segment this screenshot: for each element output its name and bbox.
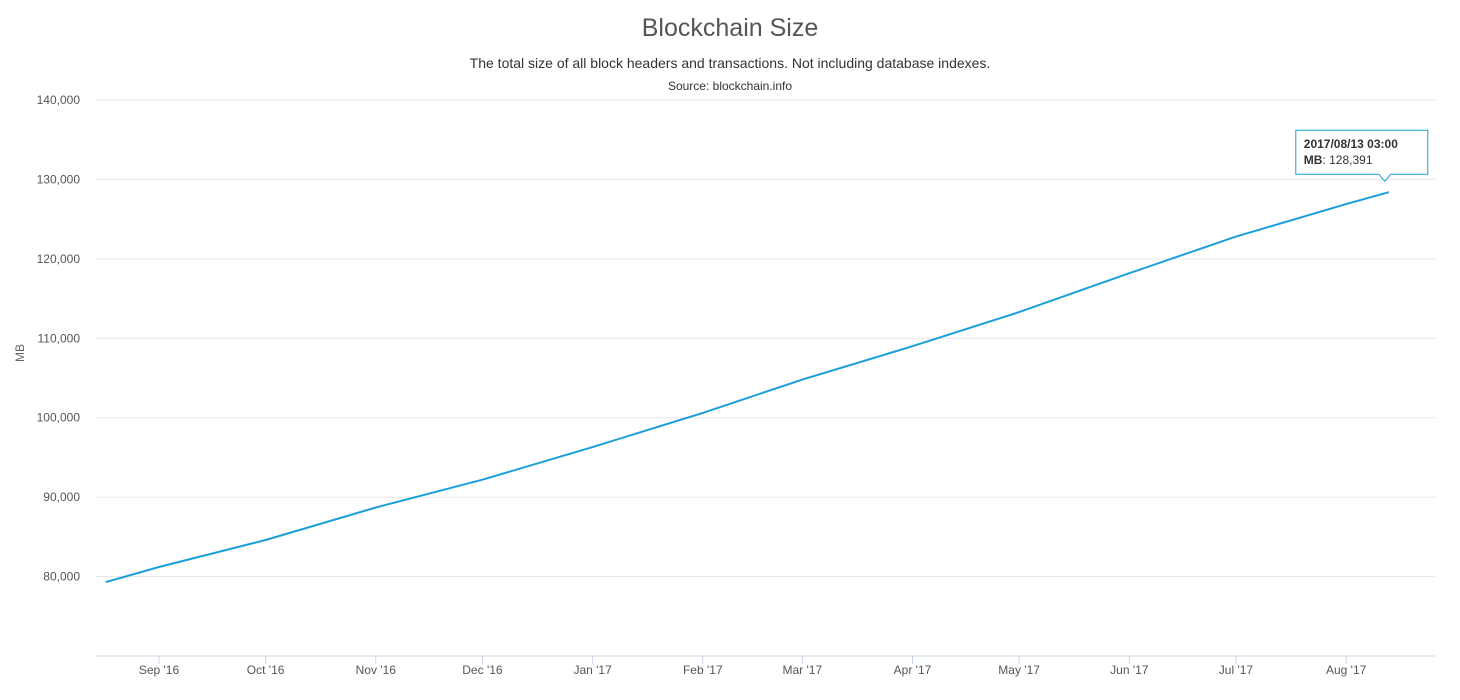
y-tick-label: 140,000	[37, 93, 81, 107]
y-tick-label: 100,000	[37, 411, 81, 425]
x-tick-label: Sep '16	[139, 663, 180, 677]
x-tick-label: Apr '17	[894, 663, 932, 677]
x-tick-label: Aug '17	[1326, 663, 1367, 677]
y-axis-title: MB	[13, 344, 27, 362]
chart-subtitle: The total size of all block headers and …	[469, 55, 991, 71]
x-tick-label: Jul '17	[1219, 663, 1254, 677]
tooltip-series-label: MB	[1304, 153, 1323, 167]
tooltip-separator: :	[1322, 153, 1329, 167]
tooltip: 2017/08/13 03:00 MB: 128,391	[1295, 129, 1429, 182]
x-tick-label: Oct '16	[247, 663, 285, 677]
x-tick-label: Feb '17	[683, 663, 723, 677]
y-tick-label: 120,000	[37, 252, 81, 266]
y-tick-label: 80,000	[43, 570, 80, 584]
x-tick-label: Nov '16	[356, 663, 397, 677]
chart-source: Source: blockchain.info	[667, 79, 793, 93]
x-tick-label: May '17	[998, 663, 1040, 677]
tooltip-box	[1295, 129, 1429, 182]
y-tick-label: 130,000	[37, 172, 81, 186]
tooltip-date: 2017/08/13 03:00	[1304, 137, 1398, 151]
tooltip-value-line: MB: 128,391	[1304, 153, 1373, 167]
x-tick-label: Dec '16	[462, 663, 503, 677]
x-axis: Sep '16 Oct '16 Nov '16 Dec '16 Jan '17 Feb '…	[95, 655, 1435, 677]
series-layer	[105, 191, 1390, 584]
x-tick-label: Mar '17	[783, 663, 823, 677]
grid-lines	[95, 99, 1435, 578]
x-tick-label: Jan '17	[573, 663, 612, 677]
tooltip-value: 128,391	[1329, 153, 1373, 167]
series-line-mb[interactable]	[105, 191, 1390, 584]
y-tick-label: 110,000	[38, 331, 81, 345]
y-tick-label: 90,000	[43, 490, 80, 504]
chart-title: Blockchain Size	[641, 14, 819, 42]
y-axis: 80,000 90,000 100,000 110,000 120,000 130,000…	[37, 93, 81, 584]
x-tick-label: Jun '17	[1110, 663, 1149, 677]
